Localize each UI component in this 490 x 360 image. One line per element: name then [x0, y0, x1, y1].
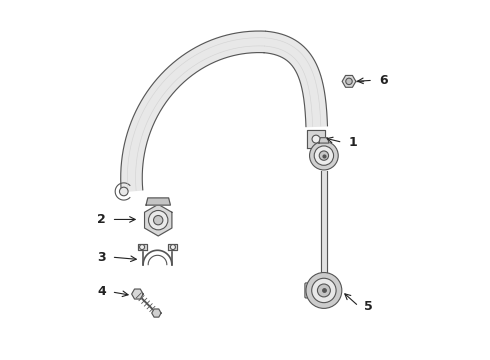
Circle shape	[318, 284, 330, 297]
Circle shape	[310, 141, 338, 170]
Circle shape	[312, 278, 336, 303]
Polygon shape	[152, 309, 161, 317]
Text: 5: 5	[365, 300, 373, 313]
Circle shape	[306, 273, 342, 309]
Polygon shape	[264, 31, 327, 127]
Polygon shape	[321, 171, 327, 272]
Text: 6: 6	[379, 74, 388, 87]
Circle shape	[346, 78, 352, 85]
FancyBboxPatch shape	[305, 283, 314, 298]
Polygon shape	[121, 31, 265, 192]
Circle shape	[314, 146, 334, 165]
Polygon shape	[342, 76, 356, 87]
Polygon shape	[168, 244, 177, 250]
Polygon shape	[132, 289, 143, 299]
Polygon shape	[319, 138, 329, 143]
Circle shape	[120, 187, 128, 196]
Polygon shape	[307, 130, 325, 148]
Circle shape	[171, 244, 175, 249]
Circle shape	[148, 211, 168, 230]
Text: 4: 4	[97, 285, 106, 298]
Text: 1: 1	[348, 136, 357, 149]
FancyBboxPatch shape	[331, 283, 340, 298]
Circle shape	[319, 151, 329, 160]
Circle shape	[153, 216, 163, 225]
Text: 3: 3	[97, 251, 106, 264]
Polygon shape	[145, 204, 172, 236]
Polygon shape	[146, 198, 171, 205]
Text: 2: 2	[97, 213, 106, 226]
Circle shape	[312, 135, 320, 143]
Circle shape	[140, 244, 145, 249]
Polygon shape	[138, 244, 147, 250]
